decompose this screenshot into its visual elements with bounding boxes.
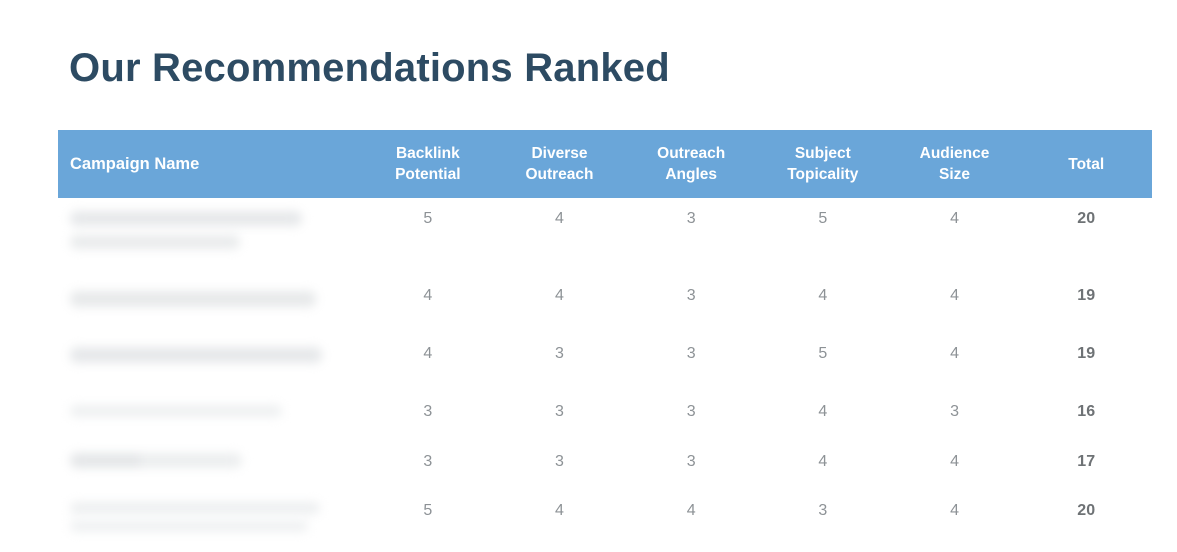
cell-audience-size: 4 — [950, 453, 959, 470]
cell-subject-topicality: 4 — [818, 287, 828, 304]
cell-diverse-outreach: 3 — [555, 403, 564, 420]
cell-subject-topicality: 5 — [818, 210, 828, 227]
cell-subject-topicality: 4 — [818, 453, 828, 470]
table-row: 4 4 3 4 4 19 — [58, 275, 1152, 333]
campaign-name-blur — [70, 347, 322, 363]
page-title: Our Recommendations Ranked — [69, 46, 670, 90]
cell-subject-topicality: 4 — [818, 403, 828, 420]
cell-diverse-outreach: 3 — [555, 345, 564, 362]
campaign-name-redacted — [58, 441, 362, 490]
col-header-outreach-angles: Outreach Angles — [657, 145, 726, 183]
cell-audience-size: 4 — [950, 287, 959, 304]
campaign-name-redacted — [58, 490, 362, 552]
cell-diverse-outreach: 4 — [555, 287, 564, 304]
col-header-diverse-outreach: Diverse Outreach — [525, 145, 594, 183]
campaign-name-redacted — [58, 198, 362, 275]
col-header-subject-topicality: Subject Topicality — [787, 145, 859, 183]
cell-total: 17 — [1077, 453, 1096, 470]
campaign-name-blur — [70, 211, 302, 226]
col-header-backlink-potential: Backlink Potential — [395, 145, 461, 183]
campaign-name-blur — [70, 405, 282, 417]
col-header-audience-size: Audience Size — [919, 145, 990, 183]
campaign-name-blur — [70, 291, 316, 307]
table-row: 3 3 3 4 3 16 — [58, 391, 1152, 441]
cell-total: 19 — [1077, 287, 1096, 304]
cell-backlink-potential: 5 — [423, 502, 433, 519]
cell-audience-size: 3 — [950, 403, 959, 420]
campaign-name-blur — [70, 502, 320, 514]
cell-subject-topicality: 3 — [818, 502, 828, 519]
cell-backlink-potential: 3 — [423, 403, 433, 420]
table-row: 5 4 4 3 4 20 — [58, 490, 1152, 552]
cell-diverse-outreach: 4 — [555, 502, 564, 519]
cell-total: 16 — [1077, 403, 1096, 420]
cell-diverse-outreach: 3 — [555, 453, 564, 470]
campaign-name-blur — [70, 520, 308, 532]
campaign-name-redacted — [58, 275, 362, 333]
cell-backlink-potential: 4 — [423, 345, 433, 362]
cell-diverse-outreach: 4 — [555, 210, 564, 227]
table-row: 5 4 3 5 4 20 — [58, 198, 1152, 275]
cell-outreach-angles: 3 — [686, 403, 696, 420]
cell-backlink-potential: 5 — [423, 210, 433, 227]
cell-audience-size: 4 — [950, 502, 959, 519]
campaign-name-blur — [70, 453, 242, 468]
cell-backlink-potential: 4 — [423, 287, 433, 304]
cell-subject-topicality: 5 — [818, 345, 828, 362]
cell-total: 20 — [1077, 210, 1096, 227]
table-row: 4 3 3 5 4 19 — [58, 333, 1152, 391]
col-header-campaign-name: Campaign Name — [70, 154, 200, 173]
campaign-name-redacted — [58, 333, 362, 391]
cell-outreach-angles: 3 — [686, 345, 696, 362]
campaign-name-blur — [70, 235, 240, 249]
cell-audience-size: 4 — [950, 210, 959, 227]
cell-audience-size: 4 — [950, 345, 959, 362]
table-header-row: Campaign Name Backlink Potential Diverse… — [58, 130, 1152, 198]
cell-backlink-potential: 3 — [423, 453, 433, 470]
cell-outreach-angles: 3 — [686, 287, 696, 304]
cell-total: 20 — [1077, 502, 1096, 519]
campaign-name-redacted — [58, 391, 362, 441]
recommendations-table: Campaign Name Backlink Potential Diverse… — [58, 130, 1152, 552]
table-row: 3 3 3 4 4 17 — [58, 441, 1152, 490]
cell-outreach-angles: 3 — [686, 453, 696, 470]
col-header-total: Total — [1068, 155, 1105, 173]
cell-total: 19 — [1077, 345, 1096, 362]
cell-outreach-angles: 4 — [686, 502, 696, 519]
cell-outreach-angles: 3 — [686, 210, 696, 227]
